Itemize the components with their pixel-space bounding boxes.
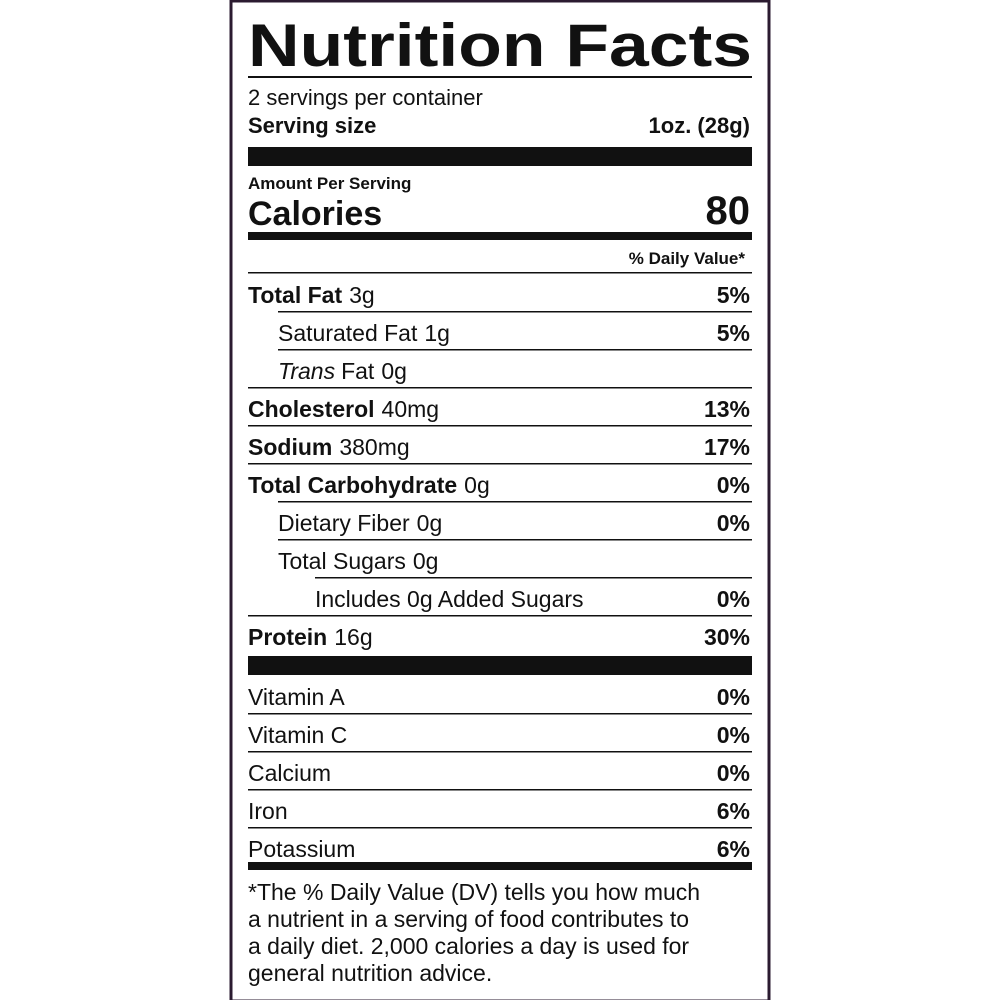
- nutrient-label: Cholesterol: [248, 396, 375, 422]
- daily-value: 5%: [717, 320, 750, 346]
- nutrient-amount: 0g: [413, 548, 439, 574]
- calories-label: Calories: [248, 195, 382, 233]
- nutrient-name: Protein 16g: [248, 624, 373, 650]
- daily-value: 0%: [717, 586, 750, 612]
- nutrient-name: Dietary Fiber 0g: [278, 510, 442, 536]
- rule: [248, 272, 752, 274]
- footnote-line: a daily diet. 2,000 calories a day is us…: [248, 933, 689, 959]
- rule: [248, 387, 752, 389]
- thick-rule: [248, 656, 752, 675]
- vitamin-name: Vitamin C: [248, 722, 347, 748]
- daily-value-header: % Daily Value*: [629, 249, 746, 268]
- label-border: [229, 0, 771, 1000]
- daily-value: 0%: [717, 472, 750, 498]
- vitamin-name: Calcium: [248, 760, 331, 786]
- nutrient-label: Sodium: [248, 434, 332, 460]
- vitamin-daily-value: 0%: [717, 684, 750, 710]
- servings-per-container: 2 servings per container: [248, 85, 483, 110]
- nutrient-amount: 1g: [424, 320, 450, 346]
- daily-value: 0%: [717, 510, 750, 536]
- nutrient-amount: 0g: [381, 358, 407, 384]
- nutrient-label: Total Sugars: [278, 548, 406, 574]
- nutrient-name: Includes 0g Added Sugars: [315, 586, 584, 612]
- amount-per-serving: Amount Per Serving: [248, 174, 411, 193]
- footnote-line: general nutrition advice.: [248, 960, 492, 986]
- rule: [248, 463, 752, 465]
- thick-rule: [248, 147, 752, 166]
- rule: [248, 713, 752, 715]
- daily-value: 17%: [704, 434, 750, 460]
- daily-value: 5%: [717, 282, 750, 308]
- rule: [248, 76, 752, 78]
- nutrient-name: Sodium 380mg: [248, 434, 410, 460]
- rule: [248, 425, 752, 427]
- nutrient-label: Total Fat: [248, 282, 342, 308]
- nutrient-label: Dietary Fiber: [278, 510, 410, 536]
- nutrient-label: Includes 0g Added Sugars: [315, 586, 584, 612]
- rule: [278, 501, 752, 503]
- nutrient-rows: Total Fat 3g 5%Saturated Fat 1g 5%Trans Fat 0g…: [248, 282, 752, 986]
- nutrient-name: Total Carbohydrate 0g: [248, 472, 490, 498]
- nutrient-amount: 40mg: [382, 396, 440, 422]
- vitamin-name: Iron: [248, 798, 288, 824]
- rule: [278, 539, 752, 541]
- nutrient-name: Total Fat 3g: [248, 282, 375, 308]
- calories-value: 80: [706, 189, 751, 233]
- vitamin-name: Vitamin A: [248, 684, 345, 710]
- title: Nutrition Facts: [248, 12, 752, 79]
- rule: [248, 827, 752, 829]
- serving-size-value: 1oz. (28g): [649, 113, 750, 138]
- serving-size-label: Serving size: [248, 113, 376, 138]
- nutrient-name: Saturated Fat 1g: [278, 320, 450, 346]
- nutrient-name: Trans Fat 0g: [278, 358, 407, 384]
- vitamin-daily-value: 6%: [717, 836, 750, 862]
- vitamin-daily-value: 0%: [717, 722, 750, 748]
- rule: [248, 615, 752, 617]
- nutrient-amount: 16g: [334, 624, 372, 650]
- footnote-line: a nutrient in a serving of food contribu…: [248, 906, 689, 932]
- daily-value: 30%: [704, 624, 750, 650]
- vitamin-daily-value: 6%: [717, 798, 750, 824]
- nutrient-amount: 3g: [349, 282, 375, 308]
- nutrient-name: Cholesterol 40mg: [248, 396, 439, 422]
- nutrient-prefix: Trans: [278, 358, 336, 384]
- nutrient-label: Total Carbohydrate: [248, 472, 457, 498]
- rule: [278, 349, 752, 351]
- footnote-line: *The % Daily Value (DV) tells you how mu…: [248, 879, 700, 905]
- medium-rule: [248, 862, 752, 870]
- nutrient-name: Total Sugars 0g: [278, 548, 438, 574]
- vitamin-daily-value: 0%: [717, 760, 750, 786]
- rule: [248, 789, 752, 791]
- nutrient-amount: 0g: [417, 510, 443, 536]
- daily-value: 13%: [704, 396, 750, 422]
- vitamin-name: Potassium: [248, 836, 355, 862]
- rule: [278, 311, 752, 313]
- rule: [248, 751, 752, 753]
- nutrient-amount: 380mg: [339, 434, 409, 460]
- rule: [315, 577, 752, 579]
- nutrient-label: Fat: [341, 358, 375, 384]
- medium-rule: [248, 232, 752, 240]
- nutrient-label: Protein: [248, 624, 327, 650]
- nutrient-amount: 0g: [464, 472, 490, 498]
- nutrient-label: Saturated Fat: [278, 320, 418, 346]
